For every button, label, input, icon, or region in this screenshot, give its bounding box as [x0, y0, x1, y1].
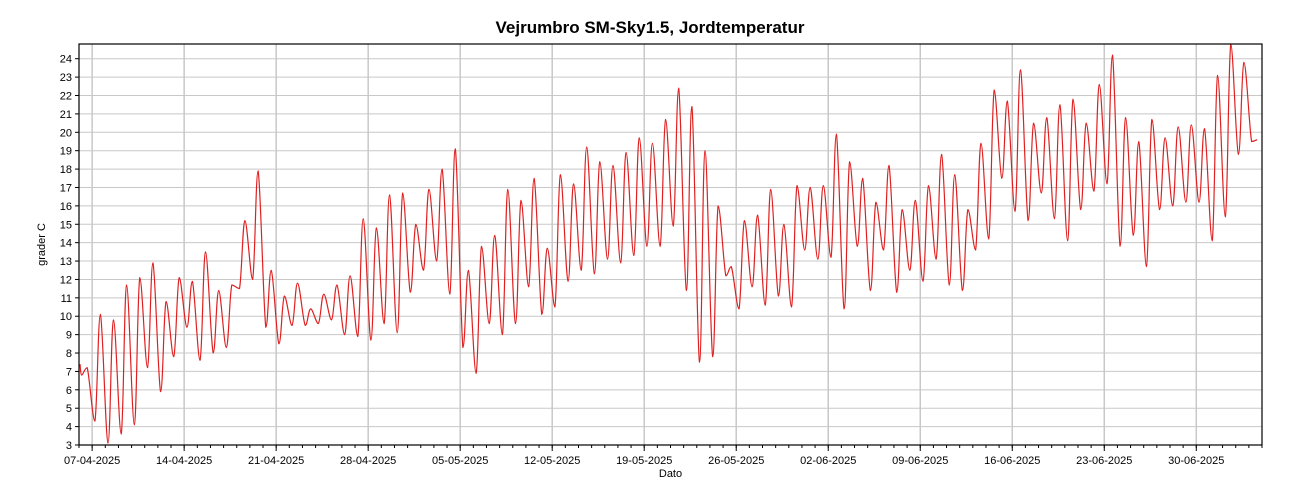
x-tick-label: 09-06-2025 — [892, 455, 948, 467]
x-tick-label: 02-06-2025 — [800, 455, 856, 467]
x-tick-label: 21-04-2025 — [248, 455, 304, 467]
grid — [79, 44, 1262, 446]
y-tick-label: 20 — [60, 127, 72, 139]
y-axis-ticks: 3 4 5 6 7 8 9 10 11 12 13 14 15 16 17 18 19 20 21 22 23 24 — [60, 54, 79, 452]
x-tick-label: 26-05-2025 — [708, 455, 764, 467]
chart-title: Vejrumbro SM-Sky1.5, Jordtemperatur — [495, 18, 805, 37]
x-tick-label: 23-06-2025 — [1076, 455, 1132, 467]
series-line-jordtemperatur — [79, 43, 1258, 444]
x-tick-label: 07-04-2025 — [64, 455, 120, 467]
x-tick-label: 28-04-2025 — [340, 455, 396, 467]
plot-frame — [78, 43, 1263, 446]
y-tick-label: 7 — [66, 366, 72, 378]
y-tick-label: 8 — [66, 348, 72, 360]
y-tick-label: 4 — [66, 422, 72, 434]
y-axis-label: grader C — [36, 223, 48, 266]
x-tick-label: 19-05-2025 — [616, 455, 672, 467]
y-tick-label: 12 — [60, 274, 72, 286]
x-tick-label: 30-06-2025 — [1168, 455, 1224, 467]
y-tick-label: 14 — [60, 238, 72, 250]
y-tick-label: 6 — [66, 385, 72, 397]
y-tick-label: 23 — [60, 72, 72, 84]
y-tick-label: 22 — [60, 91, 72, 103]
y-tick-label: 17 — [60, 182, 72, 194]
y-tick-label: 15 — [60, 219, 72, 231]
y-tick-label: 3 — [66, 440, 72, 452]
y-tick-label: 24 — [60, 54, 72, 66]
x-tick-label: 05-05-2025 — [432, 455, 488, 467]
y-tick-label: 21 — [60, 109, 72, 121]
x-tick-label: 16-06-2025 — [984, 455, 1040, 467]
y-tick-label: 18 — [60, 164, 72, 176]
x-axis-ticks: 07-04-2025 14-04-2025 21-04-2025 28-04-2025… — [64, 445, 1263, 467]
y-tick-label: 9 — [66, 330, 72, 342]
y-tick-label: 13 — [60, 256, 72, 268]
x-tick-label: 12-05-2025 — [524, 455, 580, 467]
y-tick-label: 5 — [66, 403, 72, 415]
y-tick-label: 16 — [60, 201, 72, 213]
y-tick-label: 11 — [61, 293, 72, 305]
y-tick-label: 10 — [60, 311, 72, 323]
y-tick-label: 19 — [60, 146, 72, 158]
x-axis-label: Dato — [659, 468, 682, 480]
x-tick-label: 14-04-2025 — [156, 455, 212, 467]
